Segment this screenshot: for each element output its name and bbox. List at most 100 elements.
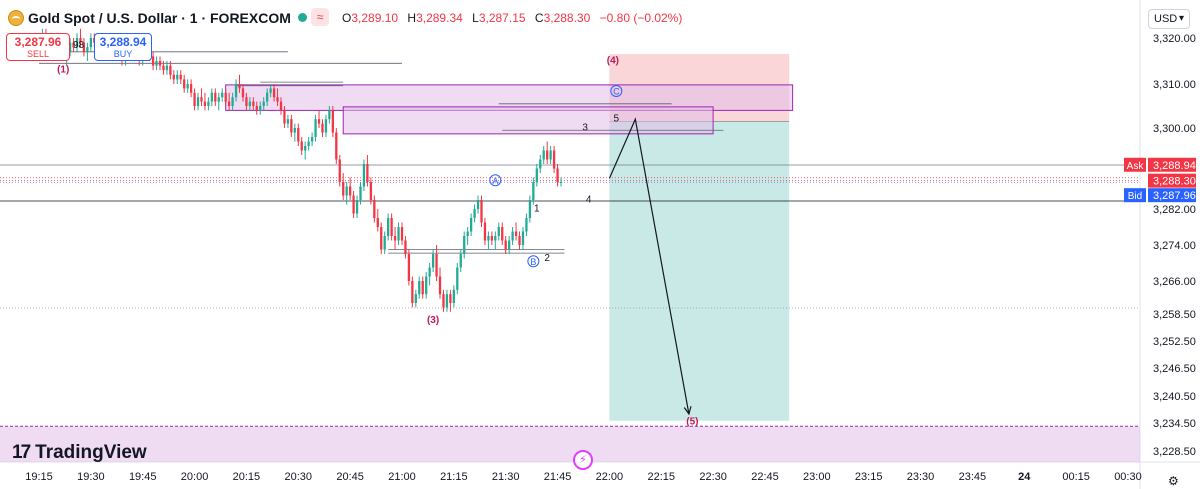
candle-body xyxy=(418,281,421,295)
candle-body xyxy=(221,92,224,98)
candle-body xyxy=(501,227,504,241)
candle-body xyxy=(307,141,310,146)
candle-body xyxy=(75,38,79,48)
time-tick-label: 19:15 xyxy=(25,471,53,483)
candle-body xyxy=(546,150,549,160)
candle-body xyxy=(314,119,317,137)
price-tick-label: 3,320.00 xyxy=(1153,33,1196,45)
candle-body xyxy=(414,294,417,303)
candle-body xyxy=(348,186,352,196)
candle-body xyxy=(259,106,262,111)
gear-icon[interactable]: ⚙ xyxy=(1168,474,1179,488)
sell-label: SELL xyxy=(26,49,50,59)
candle-body xyxy=(234,84,238,98)
price-tick-label: 3,300.00 xyxy=(1153,123,1196,135)
time-tick-label: 22:00 xyxy=(596,471,624,483)
candle-body xyxy=(525,218,528,232)
time-tick-label: 21:45 xyxy=(544,471,572,483)
candle-body xyxy=(504,240,507,250)
candle-body xyxy=(179,74,182,80)
candle-body xyxy=(483,222,487,241)
candle-body xyxy=(158,61,162,66)
candle-body xyxy=(183,79,186,89)
candle-body xyxy=(169,65,172,75)
wave-indicator-icon[interactable]: ≈ xyxy=(311,8,329,26)
price-tick-label: 3,246.50 xyxy=(1153,363,1196,375)
candle-body xyxy=(189,84,193,93)
candle-body xyxy=(397,227,400,241)
candle-body xyxy=(442,294,445,308)
price-tick-label: 3,228.50 xyxy=(1153,446,1196,458)
candle-body xyxy=(304,146,307,151)
price-tick-label: 3,252.50 xyxy=(1153,336,1196,348)
candle-body xyxy=(193,92,196,106)
price-tag-value: 3,288.94 xyxy=(1153,160,1196,172)
candle-body xyxy=(466,231,469,236)
time-tick-label: 23:30 xyxy=(907,471,935,483)
candle-body xyxy=(324,119,328,133)
time-tick-label: 00:30 xyxy=(1114,471,1142,483)
candle-body xyxy=(252,101,255,106)
wave-label-A: A xyxy=(492,176,498,186)
time-tick-label: 24 xyxy=(1018,471,1031,483)
lightning-icon[interactable]: ⚡ xyxy=(573,450,593,470)
candle-body xyxy=(366,164,369,182)
sell-price: 3,287.96 xyxy=(14,35,62,49)
buy-price: 3,288.94 xyxy=(99,35,147,49)
candle-body xyxy=(387,218,390,236)
candle-body xyxy=(535,168,538,182)
market-open-dot-icon xyxy=(298,13,307,22)
price-tick-label: 3,310.00 xyxy=(1153,79,1196,91)
candle-body xyxy=(511,231,514,241)
sell-button[interactable]: 3,287.96 SELL xyxy=(6,33,70,61)
subwave-label: 5 xyxy=(614,113,620,124)
candle-body xyxy=(480,200,483,223)
price-tag-label: Bid xyxy=(1128,191,1142,202)
candle-body xyxy=(487,236,490,241)
candle-body xyxy=(362,164,366,187)
buy-label: BUY xyxy=(113,49,133,59)
wave-circle-C xyxy=(610,85,623,97)
candle-body xyxy=(473,209,476,218)
candle-body xyxy=(445,294,449,308)
wave-circle-A xyxy=(489,174,502,187)
candle-body xyxy=(435,254,438,277)
time-tick-label: 23:15 xyxy=(855,471,883,483)
wave-label: (5) xyxy=(686,416,698,427)
candle-body xyxy=(283,110,286,124)
demand-zone-bottom xyxy=(0,426,1140,462)
currency-selector[interactable]: USD xyxy=(1148,9,1190,29)
price-tick-label: 3,266.00 xyxy=(1153,276,1196,288)
price-tag-label-bg xyxy=(1124,157,1146,172)
candle-body xyxy=(552,150,556,169)
candle-body xyxy=(248,101,252,106)
candle-body xyxy=(297,128,300,142)
price-tag-bg xyxy=(1148,173,1196,188)
candle-body xyxy=(231,97,234,106)
gold-symbol-icon xyxy=(8,10,24,26)
take-profit-area xyxy=(609,121,790,421)
time-tick-label: 19:30 xyxy=(77,471,105,483)
candle-body xyxy=(539,159,542,169)
subwave-label: 4 xyxy=(586,194,592,205)
subwave-label: 3 xyxy=(582,122,588,133)
candle-body xyxy=(559,182,563,183)
buy-button[interactable]: 3,288.94 BUY xyxy=(94,33,152,61)
candle-body xyxy=(227,101,231,106)
wave-circle-B xyxy=(527,255,540,268)
candle-body xyxy=(279,101,283,111)
candle-body xyxy=(542,150,545,160)
symbol-title[interactable]: Gold Spot / U.S. Dollar · 1 · FOREXCOM xyxy=(28,10,291,26)
candle-body xyxy=(369,182,373,200)
time-tick-label: 20:00 xyxy=(181,471,209,483)
candle-body xyxy=(359,186,362,200)
candle-body xyxy=(165,65,169,71)
candle-body xyxy=(196,97,200,106)
candle-body xyxy=(404,240,407,254)
candle-body xyxy=(390,218,393,236)
candle-body xyxy=(176,74,179,80)
wave-label: (4) xyxy=(607,55,619,66)
time-tick-label: 22:15 xyxy=(647,471,675,483)
